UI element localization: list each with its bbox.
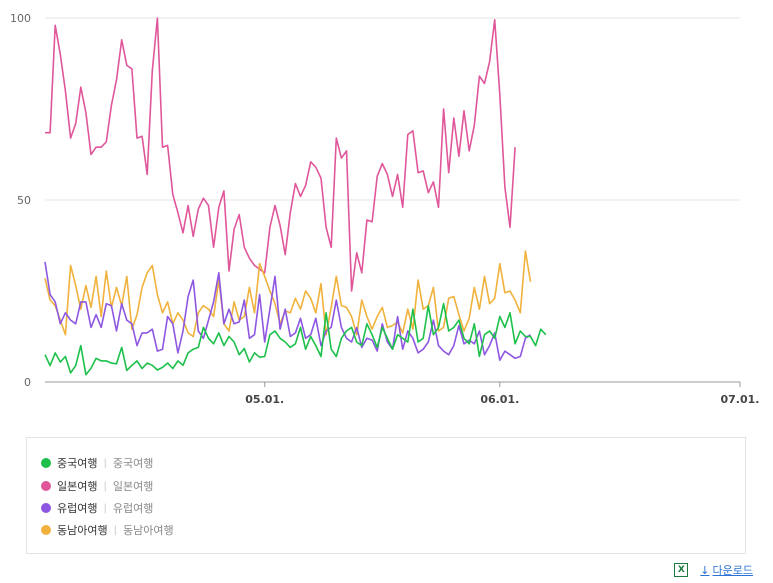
legend-keyword: 유럽여행 <box>112 502 154 515</box>
y-tick-label: 50 <box>17 194 31 207</box>
series-line-2 <box>44 261 531 362</box>
download-link[interactable]: ↓ 다운로드 <box>700 562 753 578</box>
legend-item-series-1[interactable]: 일본여행 | 일본여행 <box>41 478 153 494</box>
series-lines <box>44 17 547 376</box>
line-chart: 0 50 100 05.01. 06.01. 07.01. <box>10 12 759 406</box>
legend-separator: | <box>103 502 107 514</box>
legend-series-name: 동남아여행 <box>57 524 108 537</box>
legend-marker <box>41 503 51 513</box>
legend-separator: | <box>103 457 107 469</box>
legend-series-name: 유럽여행 <box>57 502 98 515</box>
series-line-3 <box>44 250 532 338</box>
x-tick-label: 05.01. <box>245 393 284 406</box>
legend-item-series-3[interactable]: 동남아여행 | 동남아여행 <box>41 522 174 538</box>
legend: 중국여행 | 중국여행 일본여행 | 일본여행 유럽여행 | 유럽여행 동남아여… <box>26 437 746 554</box>
y-tick-label: 100 <box>10 12 31 25</box>
legend-keyword: 일본여행 <box>112 480 154 493</box>
axes <box>45 381 741 387</box>
download-label: 다운로드 <box>712 564 753 577</box>
grid-lines <box>45 17 740 201</box>
series-line-1 <box>45 17 516 292</box>
legend-item-series-2[interactable]: 유럽여행 | 유럽여행 <box>41 500 153 516</box>
legend-keyword: 동남아여행 <box>122 524 174 537</box>
download-arrow-icon: ↓ <box>700 563 710 577</box>
download-area: X ↓ 다운로드 <box>674 562 753 578</box>
x-tick-label: 07.01. <box>721 393 760 406</box>
legend-marker <box>41 458 51 468</box>
legend-item-series-0[interactable]: 중국여행 | 중국여행 <box>41 455 153 471</box>
series-line-0 <box>44 302 547 376</box>
legend-series-name: 일본여행 <box>57 480 98 493</box>
excel-icon[interactable]: X <box>674 563 689 577</box>
legend-marker <box>41 481 51 491</box>
legend-marker <box>41 525 51 535</box>
y-tick-label: 0 <box>24 376 31 389</box>
legend-separator: | <box>113 524 117 536</box>
legend-separator: | <box>103 480 107 492</box>
legend-keyword: 중국여행 <box>112 457 154 470</box>
legend-series-name: 중국여행 <box>57 457 98 470</box>
tick-labels: 0 50 100 05.01. 06.01. 07.01. <box>10 12 759 406</box>
x-tick-label: 06.01. <box>480 393 519 406</box>
